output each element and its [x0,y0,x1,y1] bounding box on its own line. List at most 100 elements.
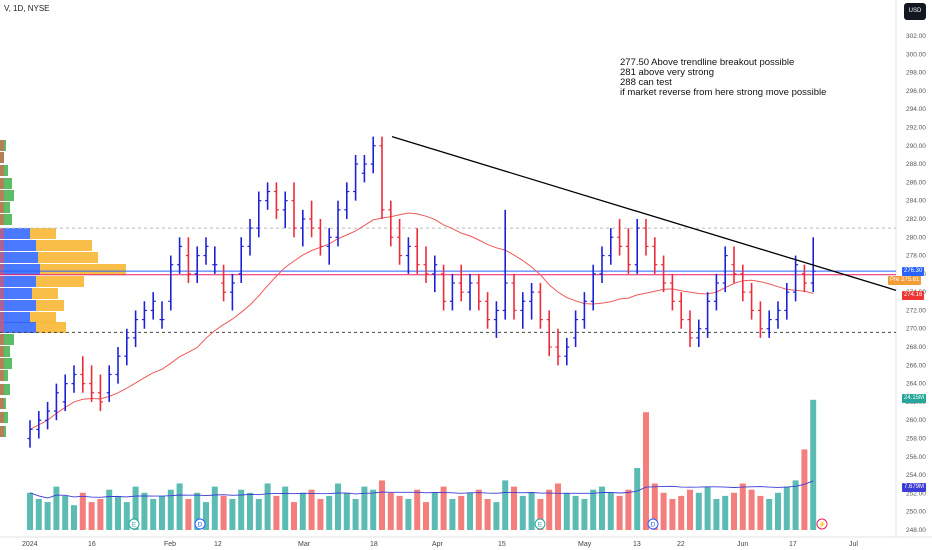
x-tick-label: Feb [164,541,176,548]
volume-bar [229,499,236,530]
ohlc-bar [581,292,587,329]
ohlc-bar [326,228,332,265]
y-tick-label: 264.00 [906,381,926,388]
volume-bar [757,495,764,530]
volume-ma-tag: 7.679M [902,482,927,492]
x-tick-label: 13 [633,541,641,548]
pre-market-tag: Pre 275.61 [888,275,922,285]
y-tick-label: 250.00 [906,509,926,516]
volume-bar [264,483,271,530]
ohlc-bar [493,301,499,338]
event-marker-label: ⚡ [818,521,826,529]
price-ma-line [29,212,814,430]
volume-bar [713,499,720,530]
ohlc-bar [766,310,772,338]
ohlc-bar [53,383,59,421]
volume-bar [775,492,781,530]
event-marker-circle [534,518,546,530]
ohlc-bar [617,218,623,256]
ohlc-bar [124,328,130,366]
volume-profile-edge [0,312,4,323]
ohlc-bar [476,273,482,311]
volume-profile-bar [0,228,30,239]
event-marker[interactable]: E [128,518,140,530]
ohlc-bar [106,365,112,402]
volume-profile-bar [0,322,36,333]
volume-bar [352,499,359,530]
volume-profile-edge [0,202,4,213]
y-tick-label: 294.00 [906,106,926,113]
volume-bar [458,495,465,530]
ohlc-bar [159,301,165,329]
ohlc-bar [71,365,77,393]
volume-profile-edge [0,140,4,151]
volume-ma-line [29,480,814,499]
ohlc-bar [133,310,139,348]
ohlc-bar [520,292,526,329]
ohlc-bar [599,246,605,283]
ohlc-bar [150,292,156,320]
volume-profile-bar [0,240,36,251]
ohlc-bar [423,246,429,283]
volume-bar [361,486,368,530]
x-tick-label: 16 [88,541,96,548]
ohlc-bar [291,182,297,238]
volume-profile-edge [0,384,4,395]
volume-profile-bar [0,346,10,357]
volume-bar [511,486,517,530]
ohlc-bar [449,273,455,311]
volume-bar [440,486,447,530]
volume-profile-bar [0,300,36,311]
y-tick-label: 286.00 [906,179,926,186]
volume-profile-bar [36,240,92,251]
ohlc-bar [678,292,684,329]
volume-bar [739,483,746,530]
ohlc-bar [273,182,279,219]
event-marker[interactable]: E [534,518,546,530]
volume-profile-bar [30,312,56,323]
volume-bar [766,499,773,530]
volume-profile-edge [0,288,4,299]
volume-bar [370,489,377,530]
ohlc-bar [564,337,570,366]
ohlc-bar [282,191,288,229]
event-marker[interactable]: D [647,518,659,530]
volume-bar [317,499,324,530]
event-marker-label: E [538,522,543,529]
ohlc-bar [661,255,667,293]
y-tick-label: 296.00 [906,88,926,95]
y-tick-label: 284.00 [906,198,926,205]
ohlc-bar [36,411,42,439]
volume-bar [731,492,737,530]
volume-bar [343,492,350,530]
volume-profile-bar [0,358,12,369]
ohlc-bar [608,228,614,265]
currency-button[interactable]: USD [904,3,926,20]
trendline [391,136,897,291]
y-tick-label: 260.00 [906,417,926,424]
y-tick-label: 298.00 [906,70,926,77]
event-marker[interactable]: D [194,518,206,530]
volume-bar [132,486,139,530]
ma-price-tag: 274.16 [902,291,925,301]
ohlc-bar [370,136,376,174]
volume-bar [546,489,553,530]
x-tick-label: Jul [849,541,858,548]
volume-bar [475,489,482,530]
volume-profile-bar [36,300,64,311]
volume-profile-bar [0,384,10,395]
ohlc-bar [687,310,693,348]
ohlc-bar [467,273,473,311]
pre-label: Pre [890,276,900,283]
ohlc-bar [590,264,596,311]
y-tick-label: 254.00 [906,472,926,479]
ohlc-bar [397,218,403,265]
volume-profile-edge [0,426,4,437]
ohlc-bar [573,310,579,348]
volume-profile-edge [0,190,4,201]
event-marker[interactable]: ⚡ [816,518,828,530]
volume-bar [414,489,421,530]
y-tick-label: 248.00 [906,527,926,534]
event-marker-circle [194,518,206,530]
